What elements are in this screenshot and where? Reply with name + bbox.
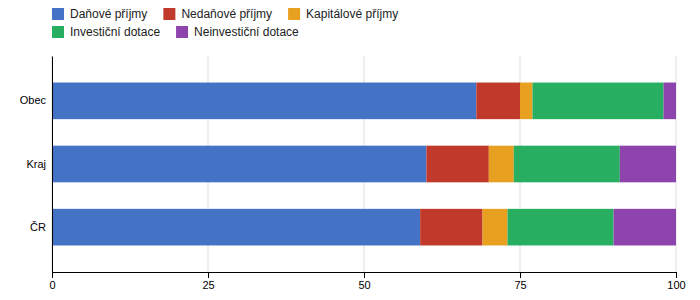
grid [52, 56, 676, 272]
y-tick-label: Obec [20, 94, 47, 106]
bar-segment [520, 83, 532, 120]
y-axis: ČR Kraj Obec [20, 57, 53, 273]
x-tick-label: 100 [667, 279, 685, 291]
bar-segment [620, 146, 676, 183]
legend-label: Daňové příjmy [70, 7, 147, 21]
x-tick: 100 [667, 272, 685, 291]
x-tick-mark [52, 272, 53, 278]
y-tick: ČR [30, 221, 46, 233]
bar-segment [532, 83, 663, 120]
bar-segment [476, 83, 520, 120]
legend-swatch [52, 8, 64, 20]
plot: 0 25 50 75 100 ČR Kraj Obec [20, 56, 686, 291]
legend-swatch [288, 8, 300, 20]
chart: 0 25 50 75 100 ČR Kraj Obec Daňové příjmy Nedaňov… [0, 0, 700, 300]
x-axis: 0 25 50 75 100 [49, 272, 685, 291]
x-tick-mark [208, 272, 209, 278]
x-tick-label: 50 [358, 279, 370, 291]
bar-segment [614, 209, 676, 246]
legend: Daňové příjmy Nedaňové příjmy Kapitálové p… [52, 7, 398, 39]
x-tick-label: 25 [202, 279, 214, 291]
grid-line [52, 56, 53, 272]
bar-segment [489, 146, 514, 183]
x-tick: 25 [202, 272, 214, 291]
x-tick-mark [520, 272, 521, 278]
legend-swatch [176, 26, 188, 38]
x-tick-mark [364, 272, 365, 278]
bars [52, 83, 676, 246]
bar-segment [508, 209, 614, 246]
bar-segment [52, 209, 420, 246]
y-axis-line [52, 57, 53, 273]
y-tick-label: ČR [30, 221, 46, 233]
bar-segment [426, 146, 488, 183]
legend-label: Investiční dotace [70, 25, 160, 39]
x-tick-mark [676, 272, 677, 278]
bar-segment [664, 83, 676, 120]
x-tick-label: 0 [49, 279, 55, 291]
bar-segment [420, 209, 482, 246]
legend-item: Investiční dotace [52, 25, 160, 39]
x-axis-line [53, 273, 677, 279]
legend-label: Neinvestiční dotace [194, 25, 299, 39]
bar-segment [483, 209, 508, 246]
y-tick: Kraj [26, 158, 46, 170]
series [420, 83, 520, 246]
x-tick-label: 75 [514, 279, 526, 291]
legend-item: Kapitálové příjmy [288, 7, 398, 21]
legend-swatch [52, 26, 64, 38]
legend-item: Daňové příjmy [52, 7, 147, 21]
x-tick: 50 [358, 272, 370, 291]
bar-segment [52, 146, 426, 183]
bar-segment [514, 146, 620, 183]
legend-label: Nedaňové příjmy [181, 7, 272, 21]
legend-item: Neinvestiční dotace [176, 25, 299, 39]
y-tick: Obec [20, 94, 47, 106]
series [614, 83, 676, 246]
legend-label: Kapitálové příjmy [306, 7, 398, 21]
legend-swatch [163, 8, 175, 20]
x-tick: 75 [514, 272, 526, 291]
legend-item: Nedaňové příjmy [163, 7, 272, 21]
bar-segment [52, 83, 476, 120]
series [52, 83, 476, 246]
x-tick: 0 [49, 272, 55, 291]
y-tick-label: Kraj [26, 158, 46, 170]
